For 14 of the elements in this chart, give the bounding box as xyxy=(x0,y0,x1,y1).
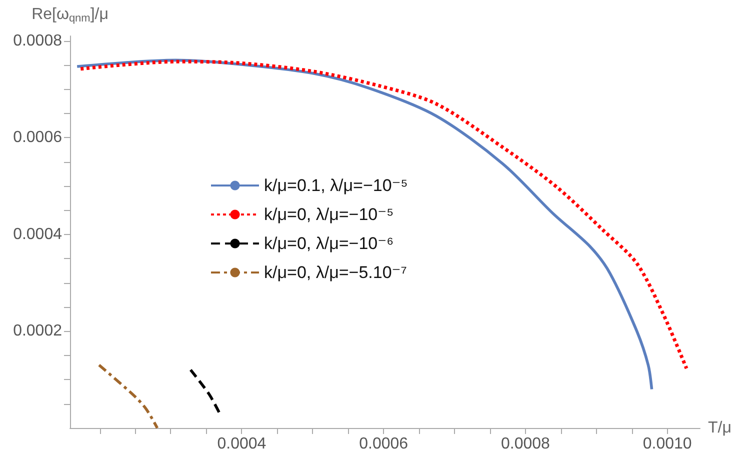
x-tick-label: 0.0008 xyxy=(501,436,550,452)
x-axis-title: T/μ xyxy=(708,420,732,436)
line-series xyxy=(98,364,159,430)
legend-label: k/μ=0, λ/μ=−10⁻⁵ xyxy=(264,205,394,224)
legend-label: k/μ=0, λ/μ=−10⁻⁶ xyxy=(264,234,394,253)
y-tick-label: 0.0004 xyxy=(13,226,62,243)
y-tick-label: 0.0002 xyxy=(13,322,62,340)
x-tick-label: 0.0010 xyxy=(642,436,692,452)
x-tick-label: 0.0004 xyxy=(217,436,266,452)
y-tick-label: 0.0006 xyxy=(13,129,62,146)
legend-label: k/μ=0, λ/μ=−5.10⁻⁷ xyxy=(264,263,407,282)
x-tick-label: 0.0006 xyxy=(359,436,408,452)
legend-label: k/μ=0.1, λ/μ=−10⁻⁵ xyxy=(264,176,408,195)
y-tick-label: 0.0008 xyxy=(13,32,62,50)
